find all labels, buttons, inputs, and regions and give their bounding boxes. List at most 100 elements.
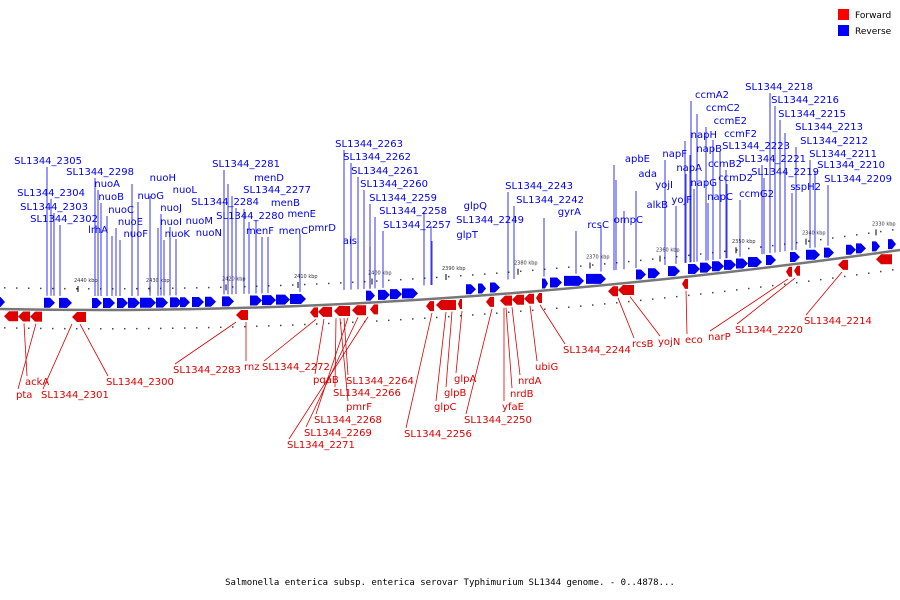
track-dot — [40, 327, 42, 330]
reverse-gene-label: SL1344_2261 — [351, 166, 419, 177]
forward-gene-label: yojN — [658, 337, 680, 348]
track-dot — [628, 300, 630, 303]
reverse-gene-label: nuoM — [186, 216, 213, 227]
reverse-gene-label: ccmA2 — [695, 90, 729, 101]
forward-label-leader — [617, 297, 635, 339]
forward-gene-label: glpC — [434, 402, 456, 413]
reverse-gene-label: nuoK — [165, 229, 191, 240]
tick-label: 2370 kbp — [586, 254, 610, 260]
reverse-gene-arrow — [222, 296, 234, 307]
tick-label: 2440 kbp — [74, 278, 98, 284]
track-dot — [688, 294, 690, 297]
track-dot — [640, 259, 642, 262]
track-dot — [664, 297, 666, 299]
track-dot — [148, 287, 150, 290]
reverse-gene-arrow — [736, 258, 748, 269]
forward-label-leader — [42, 323, 73, 390]
track-dot — [652, 258, 654, 260]
reverse-gene-label: SL1344_2280 — [216, 211, 284, 222]
forward-gene-label: rnz — [244, 362, 260, 373]
reverse-gene-arrow — [586, 273, 606, 284]
track-dot — [136, 287, 138, 290]
track-dot — [112, 328, 114, 330]
forward-label-leader — [405, 312, 433, 429]
reverse-gene-arrow — [550, 277, 562, 288]
forward-gene-label: ubiG — [535, 362, 558, 373]
track-dot — [52, 327, 54, 330]
track-dot — [400, 278, 402, 281]
forward-gene-arrow — [838, 259, 848, 270]
forward-gene-label: SL1344_2269 — [304, 428, 372, 439]
reverse-gene-label: napB — [696, 144, 722, 155]
track-dot — [736, 289, 738, 291]
track-dot — [4, 327, 6, 329]
reverse-gene-label: SL1344_2305 — [14, 156, 82, 167]
reverse-gene-arrow — [564, 275, 584, 286]
reverse-gene-label: nuoG — [137, 191, 164, 202]
track-dot — [268, 285, 270, 287]
forward-label-leader — [445, 311, 453, 388]
track-dot — [556, 307, 558, 310]
track-dot — [796, 241, 798, 244]
reverse-gene-label: alkB — [646, 200, 668, 211]
track-dot — [508, 311, 510, 313]
reverse-gene-label: SL1344_2218 — [745, 82, 813, 93]
reverse-gene-label: napF — [662, 149, 687, 160]
forward-gene-label: yfaE — [502, 402, 524, 413]
reverse-gene-label: SL1344_2209 — [824, 174, 892, 185]
track-dot — [484, 313, 486, 315]
track-dot — [232, 326, 234, 328]
track-dot — [508, 271, 510, 273]
forward-label-leader — [174, 321, 237, 365]
forward-gene-arrow — [334, 306, 350, 317]
track-dot — [424, 277, 426, 279]
track-dot — [556, 267, 558, 270]
reverse-gene-label: napG — [690, 178, 717, 189]
reverse-gene-label: nuoE — [118, 217, 143, 228]
track-dot — [268, 325, 270, 327]
reverse-gene-arrow — [366, 290, 375, 301]
forward-label-leader — [23, 323, 28, 377]
track-dot — [820, 278, 822, 281]
forward-gene-label: SL1344_2266 — [333, 388, 401, 399]
reverse-gene-arrow — [824, 247, 834, 258]
forward-gene-arrow — [512, 294, 524, 305]
track-dot — [808, 280, 810, 282]
reverse-gene-label: ais — [343, 236, 357, 247]
reverse-gene-label: SL1344_2303 — [20, 202, 88, 213]
forward-gene-label: SL1344_2300 — [106, 377, 174, 388]
track-dot — [676, 295, 678, 298]
track-dot — [652, 298, 654, 300]
forward-gene-label: SL1344_2283 — [173, 365, 241, 376]
track-dot — [736, 249, 738, 251]
track-dot — [472, 314, 474, 316]
track-dot — [604, 303, 606, 305]
reverse-gene-arrow — [724, 259, 736, 270]
forward-gene-arrow — [370, 304, 378, 315]
track-dot — [616, 262, 618, 264]
track-dot — [868, 272, 870, 274]
track-dot — [616, 302, 618, 304]
track-dot — [352, 321, 354, 324]
reverse-gene-arrow — [846, 244, 856, 255]
reverse-gene-label: ccmG2 — [739, 189, 774, 200]
forward-gene-arrow — [524, 293, 534, 304]
reverse-gene-arrow — [856, 243, 866, 254]
forward-gene-label: SL1344_2214 — [804, 316, 872, 327]
reverse-gene-label: rcsC — [587, 220, 609, 231]
track-dot — [892, 229, 894, 231]
reverse-gene-label: SL1344_2212 — [800, 136, 868, 147]
track-dot — [28, 327, 30, 330]
forward-label-leader — [288, 316, 369, 440]
forward-label-leader — [505, 307, 513, 389]
track-dot — [184, 327, 186, 329]
track-dot — [292, 324, 294, 326]
forward-label-leader — [709, 278, 789, 332]
track-dot — [388, 319, 390, 322]
forward-label-leader — [334, 318, 337, 388]
track-dot — [184, 287, 186, 289]
track-dot — [580, 305, 582, 307]
reverse-gene-label: menB — [271, 198, 300, 209]
forward-gene-label: SL1344_2271 — [287, 440, 355, 451]
tick-label: 2380 kbp — [514, 261, 538, 267]
